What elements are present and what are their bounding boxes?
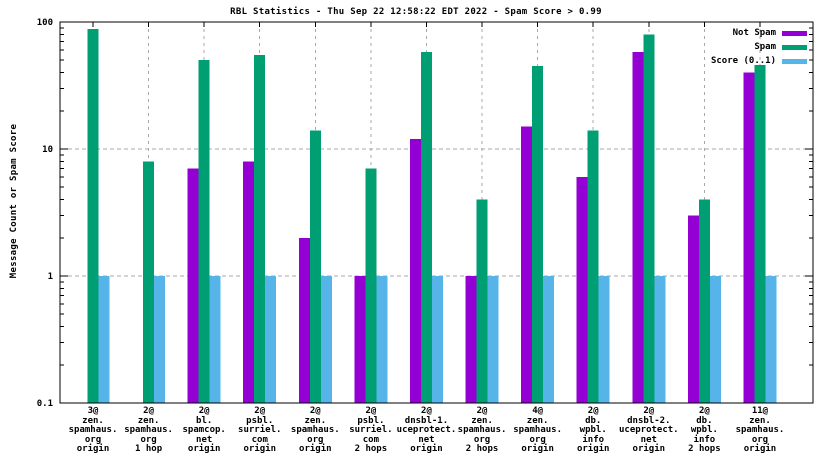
chart-title: RBL Statistics - Thu Sep 22 12:58:22 EDT… — [230, 7, 602, 17]
bar-spam — [587, 130, 599, 403]
x-category-label: 11@ zen. spamhaus. org origin — [735, 406, 785, 455]
plot-border — [59, 21, 814, 404]
legend-label-score: Score (0..1) — [710, 56, 776, 66]
y-tick-label: 1 — [48, 272, 53, 282]
x-category-label: 3@ zen. spamhaus. org origin — [68, 406, 118, 455]
legend-swatch-not-spam-icon — [782, 30, 807, 36]
y-tick-label: 10 — [42, 145, 53, 155]
bar-score — [765, 276, 777, 403]
legend-label-not-spam: Not Spam — [732, 28, 776, 38]
x-category-label: 2@ zen. spamhaus. org 1 hop — [124, 406, 173, 455]
x-category-label: 2@ psbl. surriel. com origin — [238, 406, 282, 455]
x-category-label: 2@ dnsbl-1. uceprotect. net origin — [396, 406, 457, 455]
legend-swatch-spam-icon — [782, 44, 807, 50]
bar-score — [209, 276, 221, 403]
legend: Not Spam Spam Score (0..1) — [711, 26, 807, 68]
bar-spam — [532, 66, 544, 404]
bar-not-spam — [409, 138, 421, 404]
bar-score — [654, 276, 666, 403]
bar-spam — [365, 168, 377, 403]
bar-not-spam — [298, 237, 310, 403]
x-category-label: 2@ bl. spamcop. net origin — [182, 406, 226, 455]
x-category-label: 2@ zen. spamhaus. org origin — [290, 406, 340, 455]
bar-score — [376, 276, 388, 403]
bar-spam — [254, 54, 266, 403]
y-tick-label: 0.1 — [37, 399, 53, 409]
bar-not-spam — [521, 126, 533, 403]
legend-row-spam: Spam — [711, 40, 807, 54]
legend-label-spam: Spam — [754, 42, 776, 52]
bar-score — [543, 276, 555, 403]
bar-spam — [698, 199, 710, 403]
legend-row-not-spam: Not Spam — [711, 26, 807, 40]
bar-not-spam — [243, 161, 255, 403]
bar-spam — [420, 52, 432, 403]
bar-score — [98, 276, 110, 403]
bar-score — [598, 276, 610, 403]
legend-swatch-score-icon — [782, 58, 807, 64]
bar-spam — [198, 60, 210, 404]
legend-row-score: Score (0..1) — [711, 54, 807, 68]
bar-score — [320, 276, 332, 403]
x-category-label: 2@ psbl. surriel. com 2 hops — [349, 406, 393, 455]
bar-spam — [143, 161, 155, 403]
x-category-label: 4@ zen. spamhaus. org origin — [513, 406, 563, 455]
bar-spam — [754, 64, 766, 403]
bar-spam — [87, 29, 99, 404]
bar-spam — [643, 34, 655, 404]
bar-not-spam — [632, 52, 644, 403]
x-category-label: 2@ db. wpbl. info origin — [576, 406, 610, 455]
bar-spam — [309, 130, 321, 403]
x-category-label: 2@ db. wpbl. info 2 hops — [688, 406, 721, 455]
bar-score — [431, 276, 443, 403]
bar-score — [154, 276, 166, 403]
bar-not-spam — [687, 215, 699, 403]
bar-not-spam — [743, 72, 755, 403]
bar-not-spam — [187, 168, 199, 403]
bar-not-spam — [576, 177, 588, 403]
bar-spam — [476, 199, 488, 403]
bar-score — [709, 276, 721, 403]
bar-score — [265, 276, 277, 403]
x-category-label: 2@ zen. spamhaus. org 2 hops — [457, 406, 507, 455]
bar-not-spam — [465, 276, 477, 403]
x-category-label: 2@ dnsbl-2. uceprotect. net origin — [618, 406, 679, 455]
y-tick-label: 100 — [37, 18, 53, 28]
bar-not-spam — [354, 276, 366, 403]
bar-score — [487, 276, 499, 403]
